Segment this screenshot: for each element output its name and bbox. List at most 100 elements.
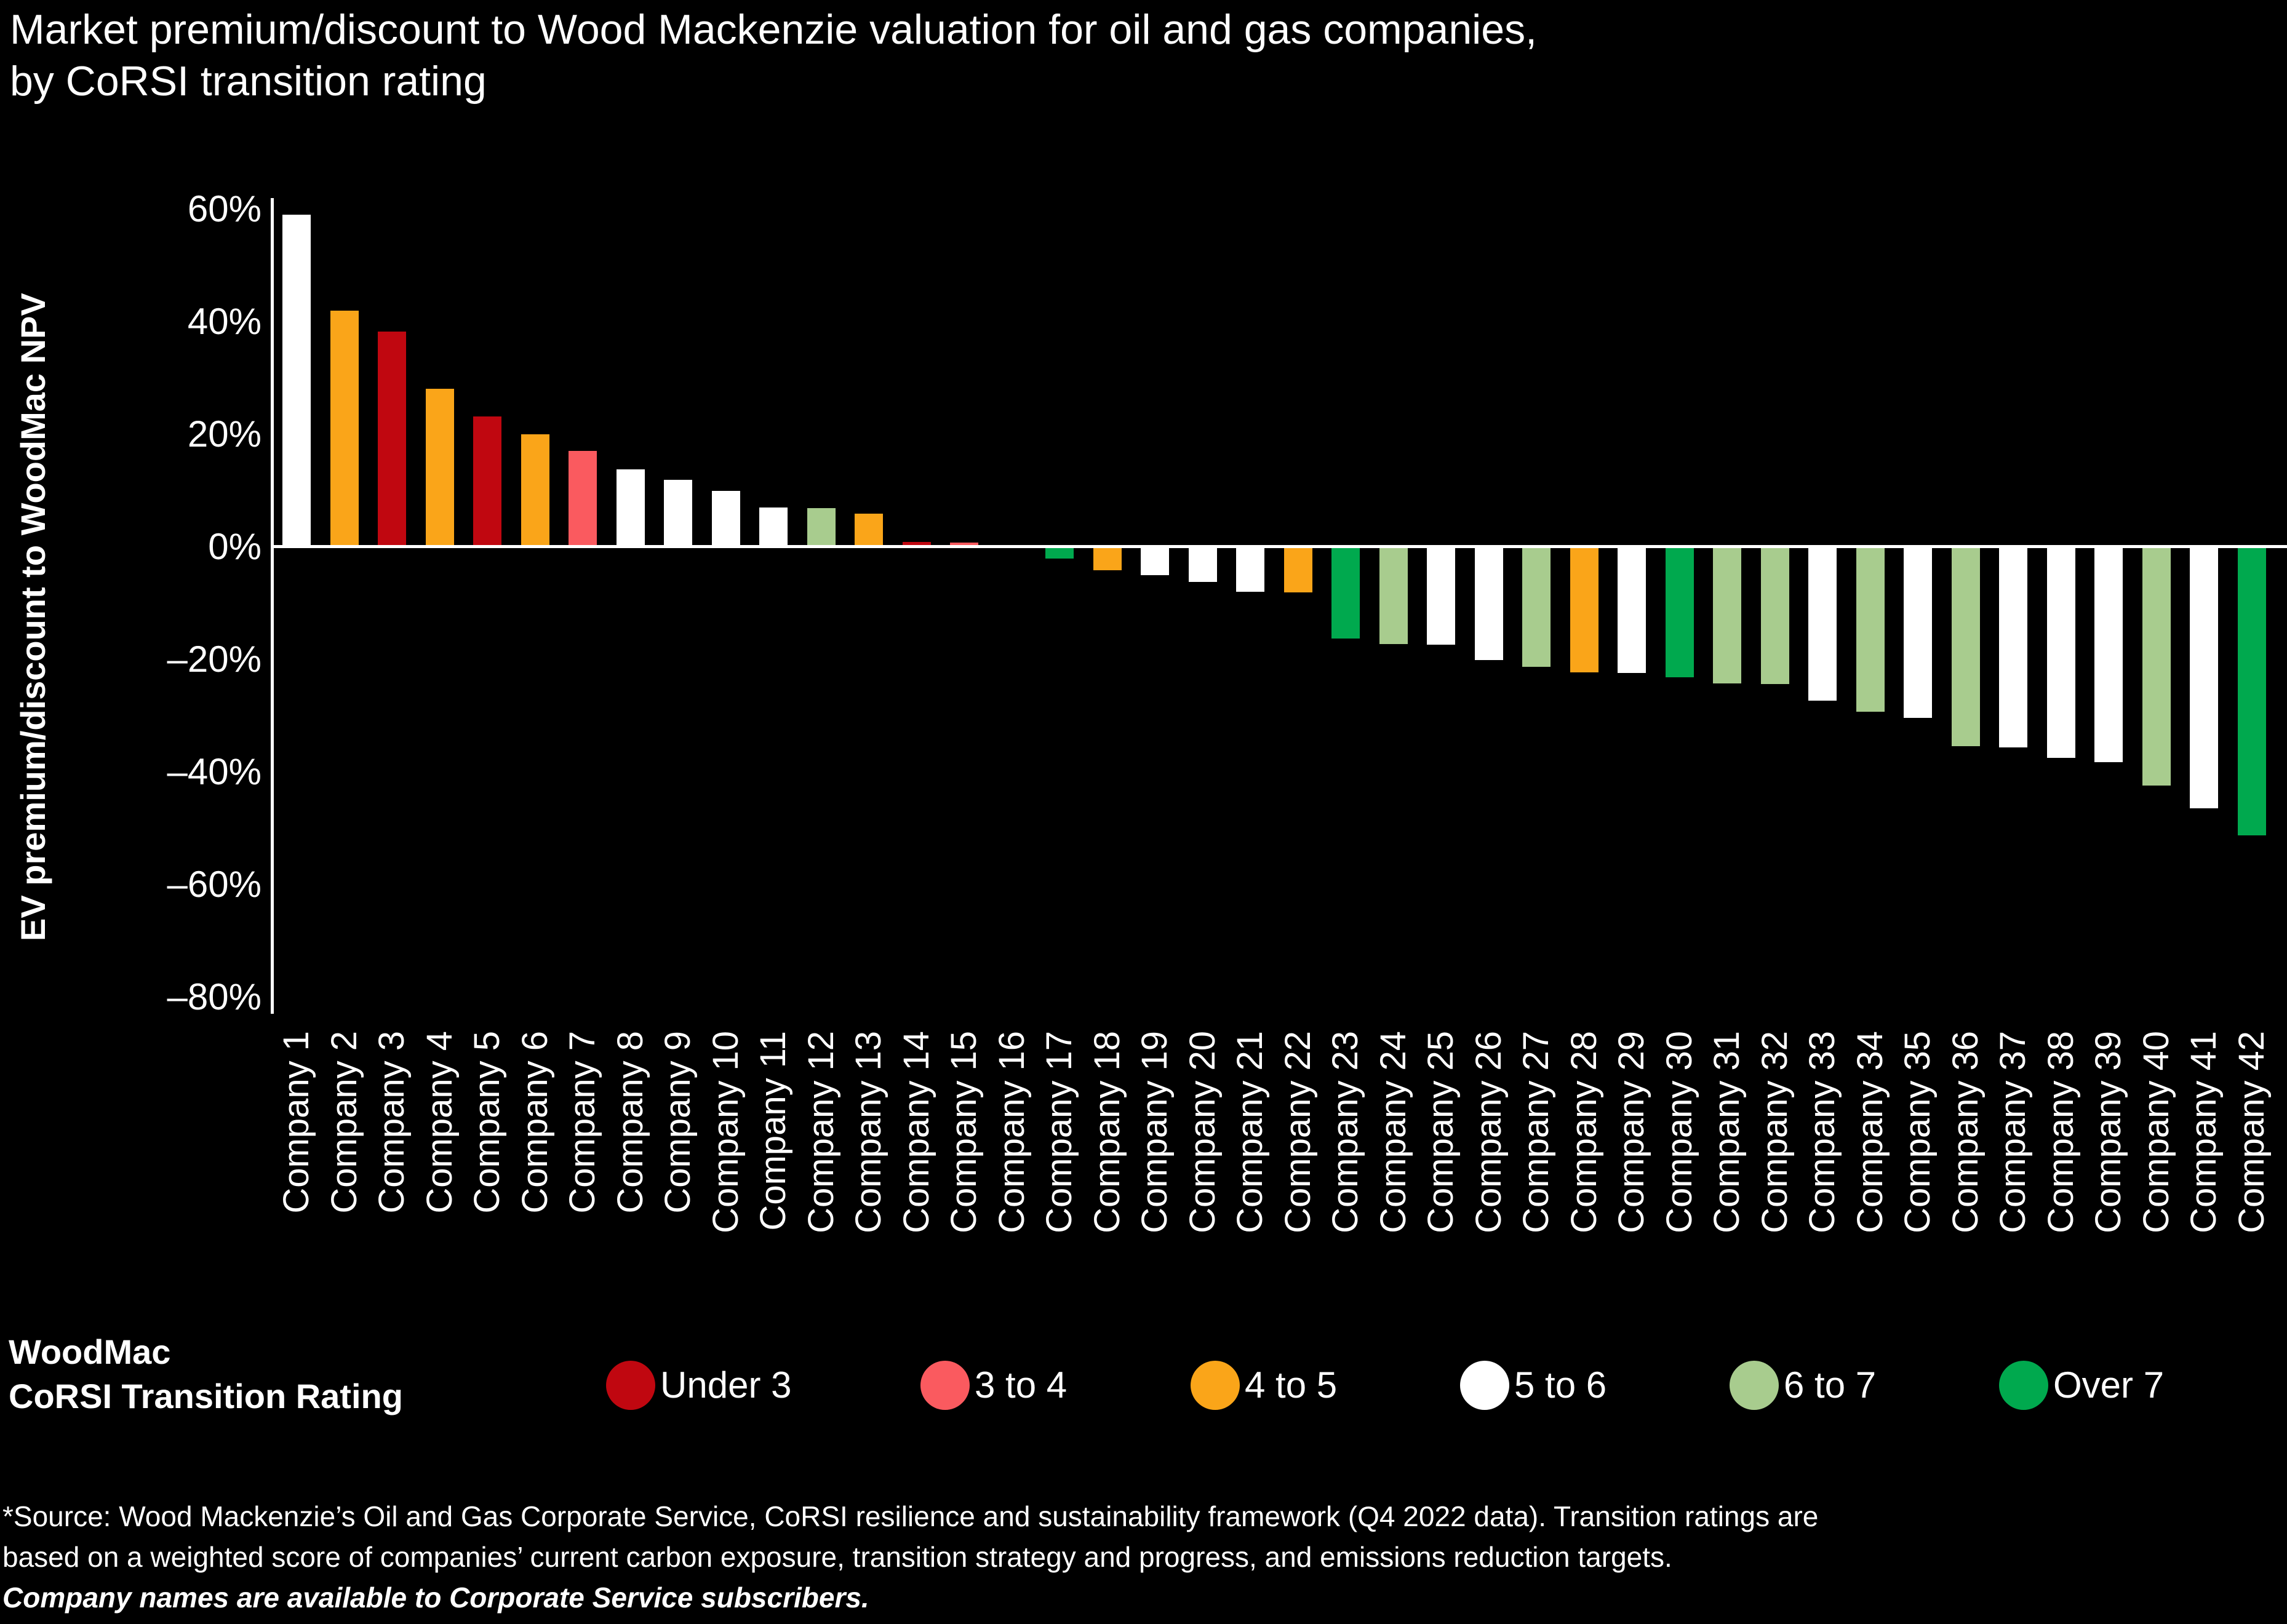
bar-company-33 <box>1808 547 1837 701</box>
x-label-company-24: Company 24 <box>1373 1031 1413 1233</box>
x-label-company-39: Company 39 <box>2088 1031 2128 1233</box>
bar-company-23 <box>1331 547 1360 639</box>
legend-label-6-to-7: 6 to 7 <box>1784 1364 1877 1406</box>
x-label-company-2: Company 2 <box>324 1031 364 1214</box>
y-tick-label: –40% <box>167 751 261 792</box>
legend-dot-3-to-4 <box>920 1361 970 1410</box>
bar-company-1 <box>282 215 311 547</box>
bar-company-36 <box>1951 547 1980 746</box>
zero-baseline <box>271 545 2287 548</box>
bar-company-12 <box>807 507 836 547</box>
x-label-company-5: Company 5 <box>467 1031 507 1214</box>
y-tick-label: 60% <box>187 188 261 229</box>
bar-company-31 <box>1713 547 1741 684</box>
y-tick-label: 40% <box>187 301 261 342</box>
bar-company-17 <box>1045 547 1074 559</box>
x-label-company-7: Company 7 <box>562 1031 602 1214</box>
x-label-company-41: Company 41 <box>2184 1031 2224 1233</box>
bar-company-25 <box>1427 547 1455 645</box>
legend-label-5-to-6: 5 to 6 <box>1514 1364 1607 1406</box>
x-label-company-23: Company 23 <box>1325 1031 1365 1233</box>
legend-title: WoodMac CoRSI Transition Rating <box>9 1330 403 1419</box>
bar-company-38 <box>2046 547 2075 758</box>
y-axis-label: EV premium/discount to WoodMac NPV <box>14 293 52 941</box>
y-tick-label: –80% <box>167 976 261 1017</box>
x-label-company-9: Company 9 <box>658 1031 698 1214</box>
bar-company-15 <box>950 542 978 547</box>
bar-company-18 <box>1093 547 1122 571</box>
x-label-company-6: Company 6 <box>514 1031 555 1214</box>
x-label-company-37: Company 37 <box>1993 1031 2033 1233</box>
x-label-company-20: Company 20 <box>1182 1031 1223 1233</box>
legend-label-4-to-5: 4 to 5 <box>1245 1364 1338 1406</box>
x-label-company-10: Company 10 <box>705 1031 746 1233</box>
footnote-line-2: based on a weighted score of companies’ … <box>2 1541 1672 1573</box>
x-label-company-33: Company 33 <box>1802 1031 1842 1233</box>
bar-company-10 <box>711 491 740 547</box>
x-label-company-34: Company 34 <box>1850 1031 1890 1233</box>
x-label-company-38: Company 38 <box>2040 1031 2081 1233</box>
x-label-company-21: Company 21 <box>1230 1031 1270 1233</box>
legend-dot-over-7 <box>1999 1361 2048 1410</box>
bar-company-8 <box>616 469 645 547</box>
x-label-company-22: Company 22 <box>1277 1031 1318 1233</box>
x-label-company-14: Company 14 <box>896 1031 936 1233</box>
bar-company-19 <box>1141 547 1169 575</box>
x-label-company-28: Company 28 <box>1563 1031 1604 1233</box>
x-label-company-35: Company 35 <box>1898 1031 1938 1233</box>
bar-company-30 <box>1665 547 1694 678</box>
footnote-line-1: *Source: Wood Mackenzie’s Oil and Gas Co… <box>2 1500 1819 1532</box>
bar-company-28 <box>1570 547 1599 673</box>
x-label-company-31: Company 31 <box>1707 1031 1747 1233</box>
x-label-company-32: Company 32 <box>1754 1031 1795 1233</box>
bar-company-39 <box>2094 547 2123 763</box>
bar-company-35 <box>1904 547 1932 718</box>
bar-company-32 <box>1760 547 1789 685</box>
bar-company-2 <box>330 310 359 547</box>
x-label-company-4: Company 4 <box>419 1031 460 1214</box>
x-label-company-16: Company 16 <box>991 1031 1032 1233</box>
bar-company-21 <box>1236 547 1264 592</box>
legend-title-line-1: WoodMac <box>9 1332 171 1371</box>
x-label-company-1: Company 1 <box>276 1031 316 1214</box>
legend-dot-6-to-7 <box>1730 1361 1779 1410</box>
bar-company-24 <box>1379 547 1408 645</box>
bar-company-11 <box>759 507 788 547</box>
bar-company-20 <box>1188 547 1217 582</box>
bar-company-26 <box>1474 547 1503 660</box>
x-label-company-30: Company 30 <box>1659 1031 1699 1233</box>
bar-company-4 <box>425 388 454 547</box>
footnote-line-3: Company names are available to Corporate… <box>2 1582 869 1614</box>
bar-company-6 <box>521 434 549 547</box>
legend-label-under-3: Under 3 <box>660 1364 792 1406</box>
bar-company-3 <box>378 332 406 547</box>
x-label-company-26: Company 26 <box>1468 1031 1509 1233</box>
bar-company-40 <box>2142 547 2171 786</box>
bar-company-14 <box>902 541 931 547</box>
y-tick-label: –60% <box>167 864 261 905</box>
bar-company-41 <box>2190 547 2218 808</box>
bar-company-37 <box>1999 547 2027 747</box>
y-tick-label: 0% <box>208 526 261 567</box>
legend-dot-5-to-6 <box>1460 1361 1509 1410</box>
legend-dot-under-3 <box>606 1361 655 1410</box>
legend-dot-4-to-5 <box>1191 1361 1240 1410</box>
x-label-company-18: Company 18 <box>1087 1031 1127 1233</box>
x-label-company-42: Company 42 <box>2231 1031 2272 1233</box>
x-label-company-29: Company 29 <box>1611 1031 1651 1233</box>
legend-label-over-7: Over 7 <box>2053 1364 2165 1406</box>
bar-company-9 <box>664 480 692 547</box>
bar-company-34 <box>1856 547 1885 712</box>
x-label-company-12: Company 12 <box>800 1031 841 1233</box>
chart-title-line-2: by CoRSI transition rating <box>10 58 487 105</box>
x-label-company-27: Company 27 <box>1516 1031 1556 1233</box>
y-axis-line <box>271 198 274 1014</box>
x-label-company-8: Company 8 <box>610 1031 650 1214</box>
x-label-company-40: Company 40 <box>2136 1031 2176 1233</box>
legend-label-3-to-4: 3 to 4 <box>975 1364 1068 1406</box>
legend-title-line-2: CoRSI Transition Rating <box>9 1377 403 1415</box>
bar-company-13 <box>855 514 883 547</box>
x-label-company-11: Company 11 <box>753 1031 793 1231</box>
chart-title-line-1: Market premium/discount to Wood Mackenzi… <box>10 6 1537 53</box>
x-label-company-17: Company 17 <box>1039 1031 1079 1233</box>
